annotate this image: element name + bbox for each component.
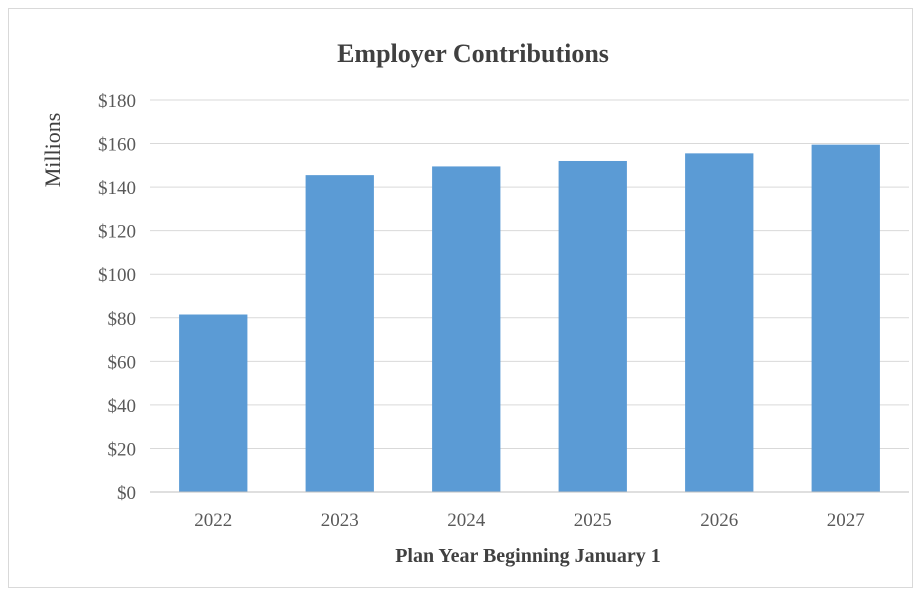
bar-2024 — [432, 166, 501, 492]
y-tick-label: $160 — [98, 135, 136, 156]
y-tick-label: $40 — [108, 396, 137, 417]
x-tick-label: 2025 — [574, 510, 612, 531]
bar-2022 — [179, 314, 248, 492]
y-tick-label: $60 — [108, 352, 137, 373]
chart-title: Employer Contributions — [337, 39, 609, 68]
y-tick-label: $100 — [98, 265, 136, 286]
x-tick-label: 2022 — [194, 510, 232, 531]
bars — [179, 144, 880, 492]
y-axis-title: Millions — [40, 113, 65, 188]
y-tick-labels: $0 $20 $40 $60 $80 $100 $120 $140 $160 $180 — [98, 91, 136, 504]
y-tick-label: $140 — [98, 178, 136, 199]
y-tick-label: $120 — [98, 222, 136, 243]
bar-2027 — [811, 144, 880, 492]
x-tick-label: 2024 — [447, 510, 486, 531]
y-tick-label: $20 — [108, 439, 137, 460]
x-tick-label: 2027 — [827, 510, 865, 531]
bar-2026 — [685, 153, 754, 492]
x-axis-title: Plan Year Beginning January 1 — [395, 545, 661, 567]
x-tick-label: 2023 — [321, 510, 359, 531]
y-tick-label: $0 — [117, 483, 136, 504]
bar-2025 — [558, 160, 627, 492]
y-tick-label: $80 — [108, 309, 137, 330]
x-tick-label: 2026 — [700, 510, 738, 531]
x-tick-labels: 2022 2023 2024 2025 2026 2027 — [194, 510, 865, 531]
gridlines — [150, 99, 909, 449]
y-tick-label: $180 — [98, 91, 136, 112]
bar-2023 — [305, 175, 374, 492]
